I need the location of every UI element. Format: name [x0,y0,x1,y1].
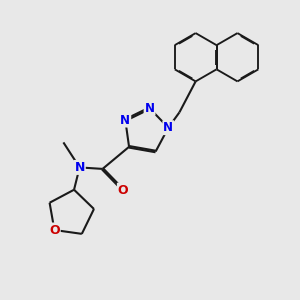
Text: O: O [49,224,60,236]
Text: N: N [74,161,85,174]
Text: N: N [145,102,154,115]
Text: N: N [120,114,130,127]
Text: O: O [118,184,128,196]
Text: N: N [163,121,173,134]
